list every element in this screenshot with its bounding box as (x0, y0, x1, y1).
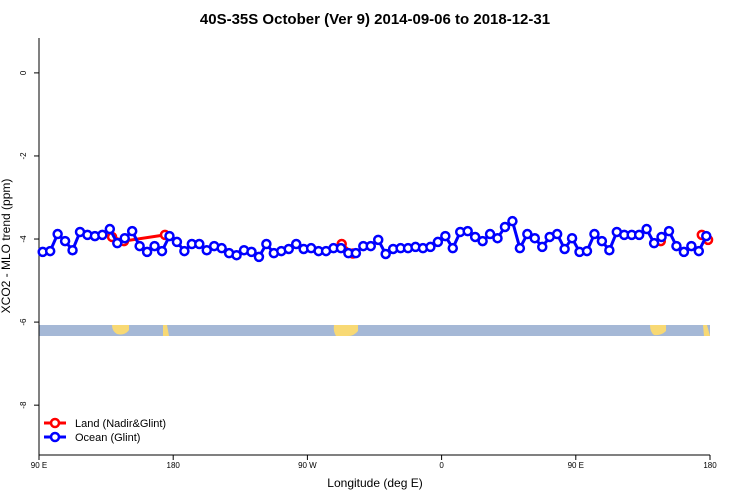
data-point (365, 240, 377, 252)
land-patch (703, 325, 710, 336)
data-point (648, 237, 660, 249)
data-point (507, 215, 518, 227)
data-point (231, 249, 242, 261)
data-point (529, 232, 541, 244)
land-patch (650, 325, 666, 336)
data-point (447, 242, 459, 254)
data-point (216, 242, 227, 254)
ocean-strip (39, 325, 710, 336)
legend-marker (49, 417, 61, 429)
data-point (380, 248, 391, 260)
data-point (261, 238, 272, 250)
legend-label: Land (Nadir&Glint) (75, 418, 166, 430)
data-point (350, 247, 362, 259)
data-point (566, 232, 578, 244)
data-point (171, 236, 183, 248)
data-point (440, 230, 451, 242)
data-point (589, 228, 600, 240)
legend-label: Ocean (Glint) (75, 432, 140, 444)
data-point (477, 235, 488, 247)
data-point (656, 231, 667, 243)
data-point (499, 221, 511, 233)
land-patch (112, 325, 129, 335)
data-point (164, 230, 175, 242)
data-point (551, 228, 563, 240)
data-point (97, 229, 108, 241)
data-point (253, 251, 265, 263)
data-point (432, 236, 444, 248)
x-tick-label: 90 E (31, 461, 47, 470)
data-point (104, 223, 116, 235)
data-point (156, 245, 168, 257)
data-point (671, 240, 682, 252)
data-point (112, 237, 123, 249)
data-point (335, 242, 347, 254)
data-point (126, 225, 138, 237)
x-tick-label: 180 (703, 461, 717, 470)
chart-title: 40S-35S October (Ver 9) 2014-09-06 to 20… (200, 11, 550, 28)
data-point (537, 241, 548, 253)
data-point (663, 225, 675, 237)
data-point (581, 245, 593, 257)
x-tick-label: 0 (439, 461, 444, 470)
x-tick-label: 180 (167, 461, 181, 470)
data-point (149, 240, 160, 252)
y-axis-label: XCO2 - MLO trend (ppm) (0, 179, 13, 314)
data-point (425, 241, 436, 253)
data-point (596, 235, 608, 247)
data-point (462, 225, 473, 237)
land-patch (163, 325, 169, 336)
data-point (59, 235, 71, 247)
data-point (678, 246, 690, 258)
data-point (201, 244, 212, 256)
data-point (522, 228, 533, 240)
data-point (67, 244, 78, 256)
data-point (641, 223, 652, 235)
data-point (194, 238, 205, 250)
data-point (179, 245, 190, 257)
data-point (514, 242, 526, 254)
y-tick-label: -2 (19, 152, 28, 160)
data-point (559, 243, 570, 255)
data-point (119, 232, 130, 244)
y-tick-label: -6 (19, 318, 28, 326)
data-point (283, 243, 295, 255)
data-point (290, 238, 302, 250)
x-axis-label: Longitude (deg E) (327, 476, 422, 490)
land-patch (333, 325, 358, 336)
data-point (141, 246, 153, 258)
data-point (701, 230, 712, 242)
data-point (134, 240, 145, 252)
data-point (492, 232, 503, 244)
data-point (633, 229, 645, 241)
y-tick-label: -4 (19, 235, 28, 243)
data-point (246, 246, 257, 258)
data-point (372, 234, 384, 246)
y-tick-label: -8 (19, 401, 28, 409)
y-tick-label: 0 (19, 70, 28, 75)
data-point (52, 228, 63, 240)
legend-marker (49, 431, 61, 443)
data-point (469, 231, 481, 243)
x-tick-label: 90 E (568, 461, 584, 470)
x-tick-label: 90 W (298, 461, 317, 470)
data-point (693, 245, 705, 257)
data-point (44, 245, 56, 257)
data-point (484, 228, 496, 240)
land-mask (39, 325, 710, 336)
data-point (686, 240, 697, 252)
data-point (604, 244, 615, 256)
